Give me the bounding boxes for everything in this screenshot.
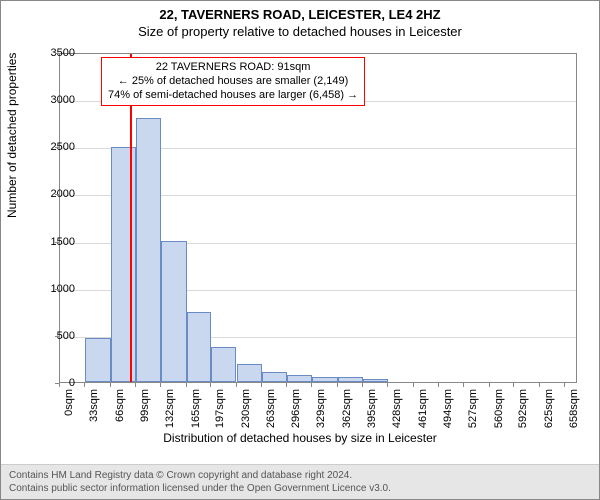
histogram-bar [187,312,212,382]
x-tick-mark [59,383,60,387]
x-tick-label: 33sqm [88,389,100,422]
annotation-box: 22 TAVERNERS ROAD: 91sqm ← 25% of detach… [101,57,365,106]
annotation-line: 22 TAVERNERS ROAD: 91sqm [108,61,358,75]
x-tick-mark [110,383,111,387]
x-tick-mark [362,383,363,387]
x-axis-label: Distribution of detached houses by size … [1,431,599,445]
y-tick-mark [55,242,59,243]
x-tick-mark [387,383,388,387]
x-tick-mark [210,383,211,387]
x-tick-mark [84,383,85,387]
histogram-bar [85,338,110,382]
x-tick-mark [236,383,237,387]
x-tick-label: 395sqm [366,389,378,428]
x-tick-label: 329sqm [315,389,327,428]
x-tick-mark [463,383,464,387]
page-subtitle: Size of property relative to detached ho… [1,22,599,39]
y-tick-mark [55,53,59,54]
x-tick-label: 560sqm [493,389,505,428]
x-tick-label: 658sqm [568,389,580,428]
x-tick-mark [186,383,187,387]
x-tick-mark [489,383,490,387]
x-tick-label: 527sqm [467,389,479,428]
x-tick-mark [413,383,414,387]
x-tick-mark [513,383,514,387]
y-tick-mark [55,194,59,195]
histogram-bar [237,364,262,382]
histogram-bar [262,372,287,382]
x-tick-mark [261,383,262,387]
y-tick-mark [55,100,59,101]
chart-container: 22, TAVERNERS ROAD, LEICESTER, LE4 2HZ S… [0,0,600,500]
footer: Contains HM Land Registry data © Crown c… [1,464,599,499]
x-tick-label: 362sqm [341,389,353,428]
x-tick-label: 461sqm [417,389,429,428]
x-tick-label: 197sqm [214,389,226,428]
annotation-line: 74% of semi-detached houses are larger (… [108,89,358,103]
x-tick-mark [135,383,136,387]
histogram-bar [312,377,337,382]
x-tick-mark [311,383,312,387]
x-tick-label: 99sqm [139,389,151,422]
page-title: 22, TAVERNERS ROAD, LEICESTER, LE4 2HZ [1,1,599,22]
footer-line: Contains HM Land Registry data © Crown c… [9,469,591,482]
histogram-bar [161,241,186,382]
histogram-bar [111,147,136,382]
y-tick-mark [55,336,59,337]
x-tick-label: 0sqm [63,389,75,416]
x-tick-mark [160,383,161,387]
x-tick-label: 625sqm [543,389,555,428]
x-tick-label: 428sqm [391,389,403,428]
y-tick-mark [55,289,59,290]
x-tick-label: 494sqm [442,389,454,428]
y-tick-mark [55,147,59,148]
histogram-bar [136,118,161,382]
x-tick-label: 230sqm [240,389,252,428]
y-axis-label: Number of detached properties [5,53,19,218]
x-tick-label: 592sqm [517,389,529,428]
x-tick-mark [438,383,439,387]
x-tick-mark [337,383,338,387]
x-tick-label: 263sqm [265,389,277,428]
histogram-bar [287,375,312,382]
histogram-bar [338,377,363,382]
x-tick-mark [286,383,287,387]
x-tick-mark [564,383,565,387]
histogram-bar [211,347,236,382]
x-tick-label: 165sqm [190,389,202,428]
annotation-line: ← 25% of detached houses are smaller (2,… [108,75,358,89]
x-tick-mark [539,383,540,387]
x-tick-label: 296sqm [290,389,302,428]
x-tick-label: 132sqm [164,389,176,428]
histogram-bar [363,379,388,382]
x-tick-label: 66sqm [114,389,126,422]
footer-line: Contains public sector information licen… [9,482,591,495]
